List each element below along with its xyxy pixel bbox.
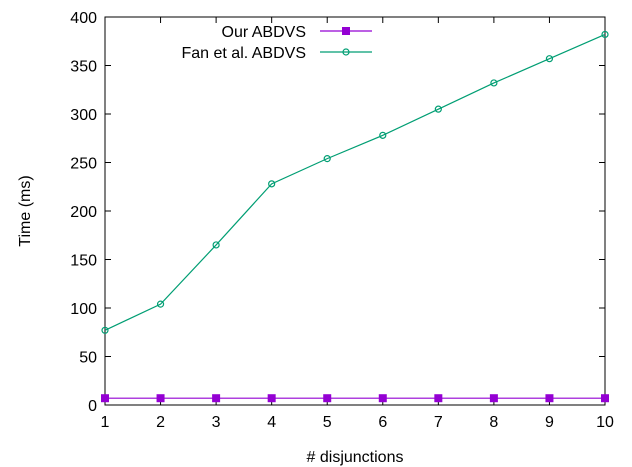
y-tick-label: 50 (79, 350, 97, 367)
data-point-marker (601, 394, 609, 403)
data-point-marker (323, 394, 332, 403)
data-point-marker (489, 394, 498, 403)
x-tick-label: 4 (267, 414, 276, 431)
series-our-abdvs (101, 394, 609, 403)
x-tick-label: 1 (101, 414, 110, 431)
legend-label: Fan et al. ABDVS (181, 45, 306, 62)
series-line (104, 33, 606, 331)
y-tick-label: 100 (70, 301, 97, 318)
data-series (101, 30, 609, 403)
data-point-marker (268, 180, 276, 188)
data-point-marker (342, 27, 350, 35)
data-point-marker (101, 394, 109, 403)
data-point-marker (434, 394, 443, 403)
x-tick-label: 8 (489, 414, 498, 431)
legend-label: Our ABDVS (222, 24, 306, 41)
y-tick-label: 200 (70, 204, 97, 221)
data-point-marker (156, 394, 165, 403)
plot-frame (104, 16, 606, 406)
x-tick-label: 10 (596, 414, 614, 431)
y-tick-label: 350 (70, 59, 97, 76)
plot-area (104, 16, 606, 406)
data-point-marker (379, 131, 387, 139)
data-point-marker (434, 105, 442, 113)
x-axis-label: # disjunctions (307, 449, 404, 466)
legend: Our ABDVS Fan et al. ABDVS (181, 24, 372, 62)
data-point-marker (267, 394, 276, 403)
y-tick-label: 250 (70, 156, 97, 173)
data-point-marker (342, 48, 350, 56)
x-tick-label: 7 (434, 414, 443, 431)
data-point-marker (212, 394, 221, 403)
y-axis-label: Time (ms) (17, 175, 34, 246)
x-tick-label: 3 (212, 414, 221, 431)
data-point-marker (101, 326, 109, 334)
data-point-marker (323, 155, 331, 163)
y-tick-label: 400 (70, 10, 97, 27)
data-point-marker (601, 30, 609, 39)
data-point-marker (545, 55, 554, 63)
series-fan-et-al-abdvs (101, 30, 609, 334)
x-tick-label: 6 (378, 414, 387, 431)
x-tick-label: 5 (323, 414, 332, 431)
x-tick-label: 9 (545, 414, 554, 431)
x-tick-label: 2 (156, 414, 165, 431)
y-tick-label: 300 (70, 107, 97, 124)
data-point-marker (156, 300, 165, 308)
data-point-marker (545, 394, 554, 403)
data-point-marker (490, 79, 498, 87)
data-point-marker (212, 241, 220, 249)
data-point-marker (378, 394, 387, 403)
y-tick-label: 0 (88, 398, 97, 415)
y-tick-label: 150 (70, 253, 97, 270)
